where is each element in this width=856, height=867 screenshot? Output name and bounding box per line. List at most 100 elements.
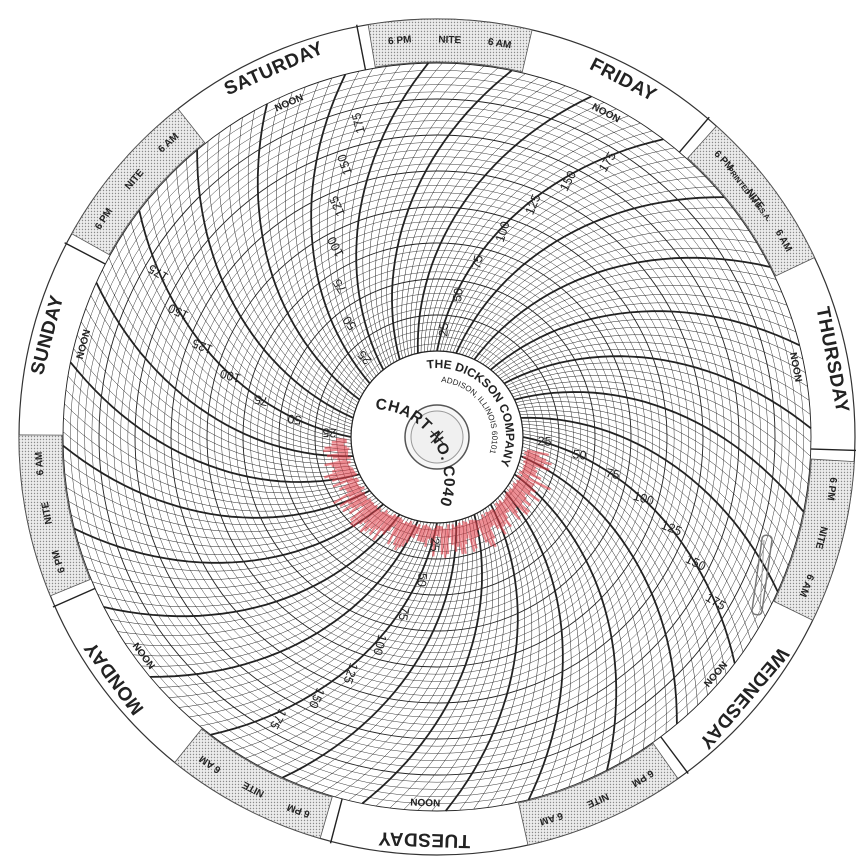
time-line <box>326 68 375 379</box>
time-line <box>302 78 368 387</box>
time-label-nite: NITE <box>40 500 55 525</box>
time-line <box>443 156 686 352</box>
time-line <box>295 520 461 784</box>
time-line <box>389 511 494 809</box>
trace-mark <box>480 518 497 548</box>
night-band <box>773 458 855 621</box>
trace-mark <box>525 458 545 467</box>
trace-mark <box>349 501 375 526</box>
trace-mark <box>511 487 527 500</box>
time-line <box>310 74 371 384</box>
trace-mark <box>359 507 382 533</box>
night-band <box>18 434 91 597</box>
trace-mark <box>484 515 493 528</box>
trace-mark <box>332 454 349 459</box>
scale-label: 25 <box>436 322 451 337</box>
time-line <box>349 63 415 372</box>
time-line <box>459 502 525 811</box>
time-line <box>375 512 488 807</box>
time-line <box>115 245 352 447</box>
trace-mark <box>490 508 505 528</box>
trace-mark <box>382 513 397 536</box>
trace-mark <box>415 523 421 535</box>
time-line <box>503 355 812 430</box>
time-line <box>80 321 356 469</box>
trace-mark <box>480 513 496 539</box>
time-line <box>341 64 401 375</box>
trace-mark <box>360 498 372 508</box>
time-line <box>247 110 359 403</box>
trace-mark <box>503 498 519 514</box>
time-line <box>97 512 397 608</box>
trace-mark <box>339 472 358 482</box>
trace-mark <box>519 478 534 489</box>
trace-mark <box>331 465 351 473</box>
time-line <box>168 521 425 698</box>
night-band <box>174 728 333 839</box>
time-line <box>319 71 372 382</box>
trace-mark <box>515 479 537 493</box>
trace-mark <box>437 525 441 537</box>
scale-label: 75 <box>395 605 411 621</box>
trace-mark <box>427 527 432 539</box>
center-hub-icon[interactable] <box>404 404 470 470</box>
trace-mark <box>521 474 551 491</box>
time-line <box>196 150 354 419</box>
grid-ring <box>199 199 675 675</box>
scale-label: 75 <box>469 254 486 271</box>
trace-mark <box>424 526 430 547</box>
time-line <box>334 517 473 798</box>
trace-mark <box>372 514 391 541</box>
time-line <box>102 269 353 454</box>
scale-label: 50 <box>450 287 466 303</box>
grid-ring <box>257 257 617 617</box>
time-line <box>520 455 678 724</box>
grid-ring <box>329 329 545 545</box>
grid-ring <box>84 84 790 790</box>
grid-ring <box>91 91 783 783</box>
grid-ring <box>264 264 610 610</box>
time-line <box>420 102 605 353</box>
time-line <box>396 73 526 359</box>
time-line <box>64 403 365 499</box>
grid-ring <box>271 271 603 603</box>
trace-mark <box>332 477 354 488</box>
time-line <box>519 462 657 742</box>
trace-mark <box>445 528 450 555</box>
time-line <box>477 266 777 362</box>
time-line <box>69 361 360 483</box>
day-divider <box>677 116 710 155</box>
night-band <box>687 125 816 277</box>
trace-mark <box>375 513 389 531</box>
time-line <box>517 401 798 540</box>
trace-mark <box>460 524 468 545</box>
time-line <box>266 97 362 397</box>
trace-mark <box>468 519 477 539</box>
trace-mark <box>416 528 423 542</box>
trace-mark <box>324 459 347 467</box>
time-line <box>68 499 379 548</box>
trace-mark <box>504 496 517 509</box>
time-line <box>386 67 499 362</box>
time-line <box>92 511 395 598</box>
time-line <box>462 217 742 355</box>
time-line <box>294 82 367 389</box>
trace-mark <box>324 445 347 450</box>
scale-label: 175 <box>349 111 368 135</box>
trace-mark <box>523 460 550 471</box>
time-line <box>178 522 428 708</box>
time-line <box>210 522 438 736</box>
time-line <box>492 319 803 372</box>
trace-mark <box>393 521 408 551</box>
time-line <box>410 85 566 355</box>
trace-mark <box>478 519 494 547</box>
trace-mark <box>405 524 414 544</box>
trace-mark <box>347 477 358 484</box>
trace-mark <box>397 522 410 549</box>
time-line <box>62 444 371 519</box>
time-line <box>506 362 812 443</box>
trace-mark <box>335 438 347 442</box>
time-line <box>156 188 352 431</box>
trace-mark <box>494 502 509 519</box>
time-line <box>522 430 752 641</box>
